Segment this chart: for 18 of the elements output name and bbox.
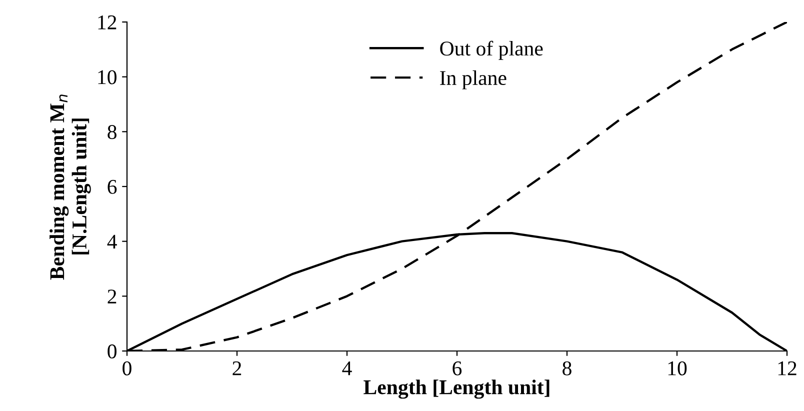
x-tick-label: 4	[342, 361, 352, 376]
legend-label: Out of plane	[440, 40, 543, 60]
y-tick-label: 8	[108, 125, 116, 140]
legend-label: In plane	[440, 70, 506, 90]
y-tick-label: 2	[108, 290, 116, 304]
x-tick-label: 12	[778, 361, 796, 376]
x-axis-title: Length [Length unit]	[364, 380, 550, 399]
y-tick-label: 6	[108, 180, 117, 194]
y-tick-label: 12	[98, 15, 116, 30]
y-axis-title: Bending moment M$_{n}$ [N.Length unit]	[50, 94, 91, 280]
x-tick-label: 2	[232, 361, 242, 376]
y-tick-label: 4	[107, 234, 117, 249]
x-tick-label: 8	[562, 361, 572, 376]
x-tick-label: 6	[452, 361, 462, 376]
y-tick-label: 10	[98, 70, 116, 84]
y-tick-label: 0	[108, 344, 116, 358]
x-tick-label: 10	[668, 361, 687, 376]
x-tick-label: 0	[122, 361, 132, 376]
